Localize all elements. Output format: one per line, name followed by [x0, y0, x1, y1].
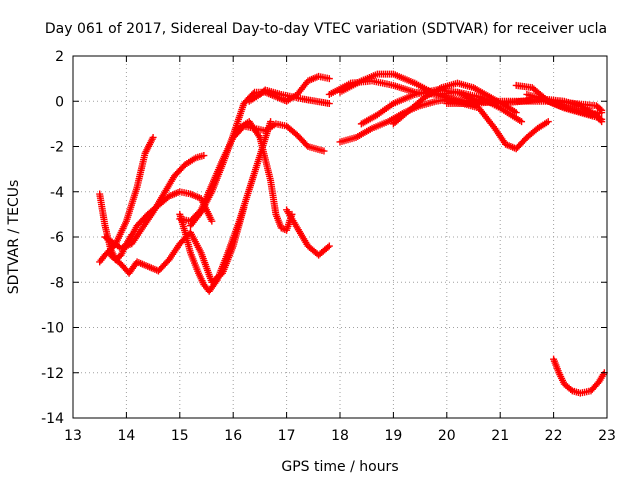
y-tick-label: -10	[41, 321, 64, 337]
data-point	[200, 152, 208, 160]
x-tick-label: 17	[278, 428, 296, 444]
x-tick-label: 23	[598, 428, 616, 444]
chart-title: Day 061 of 2017, Sidereal Day-to-day VTE…	[45, 21, 607, 37]
grid	[73, 56, 607, 418]
data-point	[325, 75, 333, 83]
x-tick-label: 14	[117, 428, 135, 444]
x-tick-label: 19	[384, 428, 402, 444]
data-point	[512, 109, 520, 117]
series-track-14	[336, 70, 483, 108]
series-track-17	[443, 97, 552, 153]
data-point	[596, 105, 604, 113]
series-track-16	[389, 79, 520, 128]
x-tick-label: 18	[331, 428, 349, 444]
y-tick-label: -8	[50, 275, 64, 291]
y-tick-label: -12	[41, 366, 64, 382]
series-track-15	[357, 86, 526, 128]
x-tick-label: 15	[171, 428, 189, 444]
data-point	[208, 217, 216, 225]
y-tick-label: -2	[50, 140, 64, 156]
x-axis-label: GPS time / hours	[281, 459, 398, 475]
axis-ticks: 13 14 15 16 17 18 19 20 21 22 2320-2-4-6-8-10-12-1…	[41, 49, 616, 444]
plot-area	[96, 70, 608, 397]
y-tick-label: 0	[55, 94, 64, 110]
series-track-7	[176, 120, 328, 225]
y-tick-label: 2	[55, 49, 64, 65]
data-point	[598, 109, 606, 117]
data-point	[149, 133, 157, 141]
data-point	[325, 242, 333, 250]
data-point	[325, 100, 333, 108]
data-point	[320, 147, 328, 155]
data-point	[567, 385, 575, 393]
x-tick-label: 21	[491, 428, 509, 444]
series-track-6	[176, 118, 275, 295]
x-tick-label: 13	[64, 428, 82, 444]
series-track-11	[283, 206, 333, 259]
x-tick-label: 20	[438, 428, 456, 444]
y-tick-label: -14	[41, 411, 64, 427]
series-track-9	[235, 118, 296, 234]
x-tick-label: 22	[545, 428, 563, 444]
data-point	[324, 243, 332, 251]
series-track-21	[523, 90, 606, 119]
y-axis-label: SDTVAR / TECUs	[6, 180, 22, 295]
y-tick-label: -4	[50, 185, 64, 201]
data-point	[598, 115, 606, 123]
x-tick-label: 16	[224, 428, 242, 444]
series-track-10	[245, 86, 333, 108]
data-point	[544, 118, 552, 126]
y-tick-label: -6	[50, 230, 64, 246]
series-track-22	[550, 355, 608, 397]
data-point	[518, 118, 526, 126]
data-point	[212, 278, 220, 286]
